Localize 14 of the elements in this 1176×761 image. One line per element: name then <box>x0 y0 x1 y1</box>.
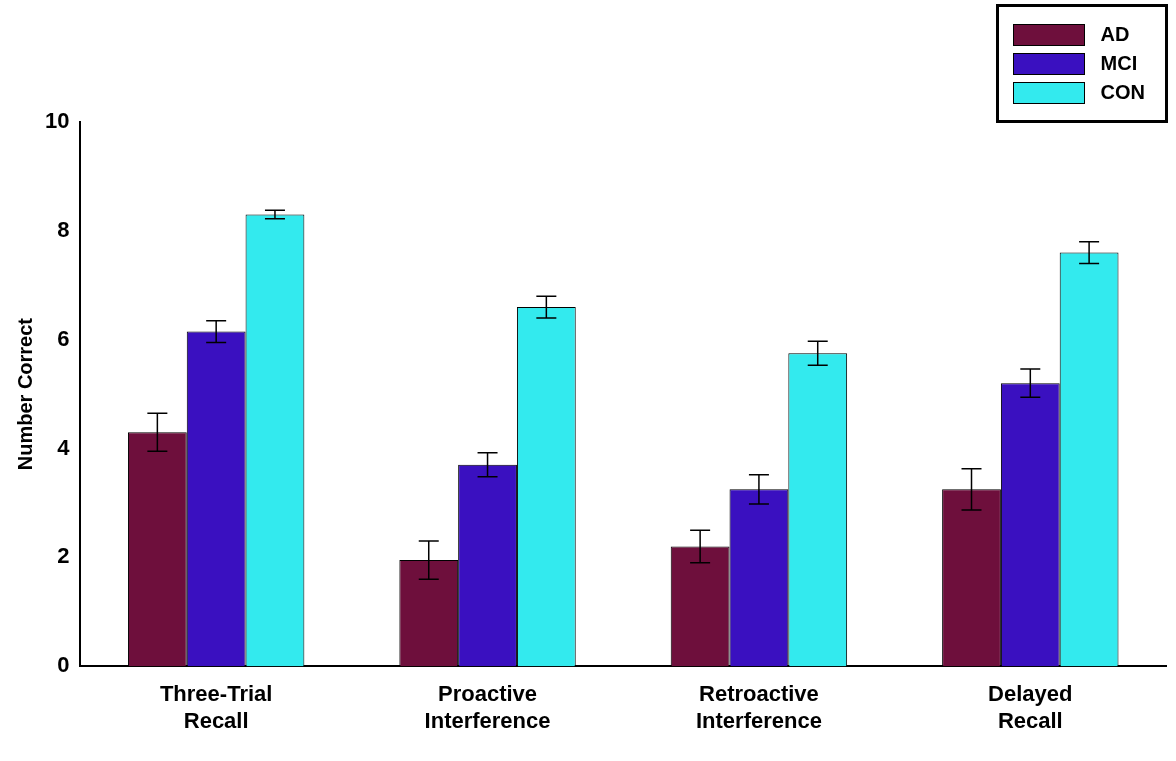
y-tick-label: 0 <box>57 652 70 678</box>
y-axis-title: Number Correct <box>13 317 36 471</box>
x-tick-label: Delayed Recall <box>988 681 1073 733</box>
y-tick-label: 2 <box>57 543 70 569</box>
x-tick-label: Proactive Interference <box>424 681 551 733</box>
y-tick-label: 4 <box>57 434 71 460</box>
y-tick-label: 10 <box>44 108 70 134</box>
legend-label: MCI <box>1100 52 1138 75</box>
x-tick-label: Three-Trial Recall <box>159 681 273 733</box>
y-tick-label: 8 <box>57 216 70 242</box>
y-tick-label: 6 <box>57 325 70 351</box>
x-tick-label: Retroactive Interference <box>695 681 822 733</box>
legend-label: AD <box>1100 23 1130 46</box>
legend-label: CON <box>1100 81 1145 104</box>
